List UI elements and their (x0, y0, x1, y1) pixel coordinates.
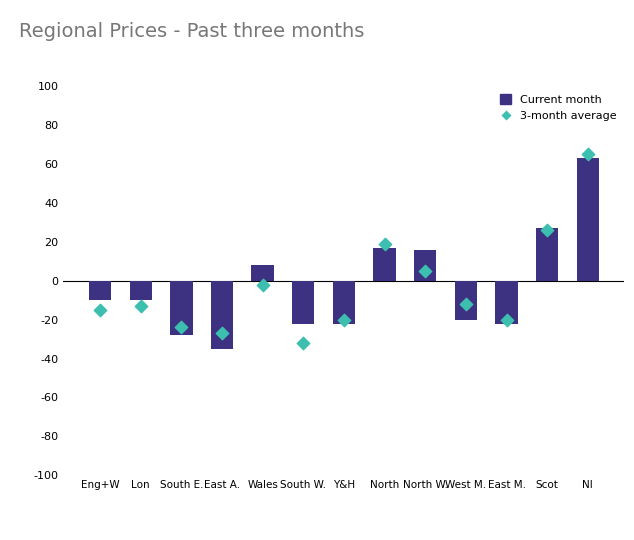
Bar (495, 281, 518, 323)
Point (339, 315, 349, 324)
Text: Regional Prices - Past three months: Regional Prices - Past three months (19, 22, 365, 40)
Point (501, 315, 512, 324)
Bar (170, 281, 193, 335)
Bar (414, 249, 436, 281)
Bar (211, 281, 233, 349)
Bar (577, 158, 599, 281)
Bar (333, 281, 355, 323)
Point (176, 323, 186, 332)
Point (380, 240, 390, 248)
Point (461, 300, 471, 308)
Point (257, 280, 268, 289)
Bar (252, 265, 274, 281)
Legend: Current month, 3-month average: Current month, 3-month average (496, 90, 621, 126)
Bar (292, 281, 314, 323)
Text: Net balance, %, SA: Net balance, %, SA (69, 69, 173, 78)
Bar (455, 281, 477, 320)
Bar (373, 248, 396, 281)
Point (420, 267, 430, 275)
Point (298, 339, 308, 347)
Bar (89, 281, 111, 300)
Point (583, 150, 593, 159)
Point (217, 329, 227, 338)
Point (542, 226, 552, 234)
Point (136, 302, 146, 310)
Bar (129, 281, 152, 300)
Text: Regional Breakdown - Prices - Last 3 Months: Regional Breakdown - Prices - Last 3 Mon… (232, 67, 528, 80)
Point (95, 306, 105, 314)
Bar (536, 228, 559, 281)
